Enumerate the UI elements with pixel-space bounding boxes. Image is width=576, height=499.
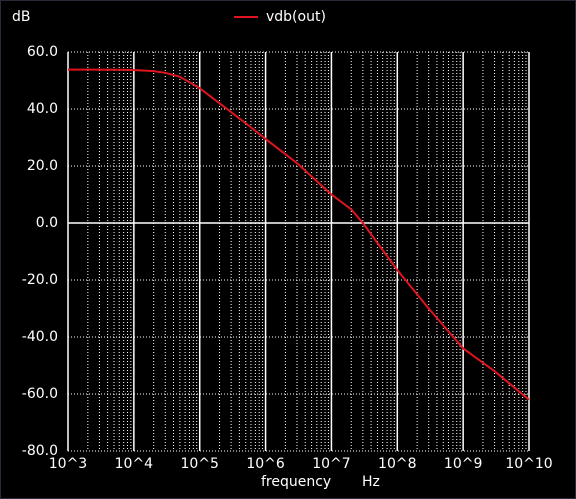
- x-axis-unit: Hz: [362, 474, 380, 490]
- x-tick-label: 10^4: [115, 456, 154, 472]
- x-tick-label: 10^10: [505, 456, 552, 472]
- y-tick-label: 0.0: [36, 215, 58, 231]
- x-tick-label: 10^8: [378, 456, 416, 472]
- x-axis-label: frequency: [261, 474, 331, 490]
- y-tick-label: -40.0: [22, 329, 58, 345]
- legend-label: vdb(out): [266, 9, 326, 25]
- x-tick-label: 10^6: [246, 456, 285, 472]
- y-axis-label: dB: [12, 9, 31, 25]
- y-tick-label: 60.0: [27, 44, 58, 60]
- y-tick-label: -80.0: [22, 443, 58, 459]
- data-line: [68, 68, 530, 401]
- x-tick-label: 10^9: [444, 456, 482, 472]
- y-tick-label: 20.0: [27, 158, 58, 174]
- x-tick-label: 10^7: [312, 456, 350, 472]
- y-tick-label: 40.0: [27, 101, 58, 117]
- x-tick-label: 10^3: [49, 456, 87, 472]
- y-tick-label: -60.0: [22, 386, 58, 402]
- x-tick-label: 10^5: [180, 456, 218, 472]
- y-tick-label: -20.0: [22, 272, 58, 288]
